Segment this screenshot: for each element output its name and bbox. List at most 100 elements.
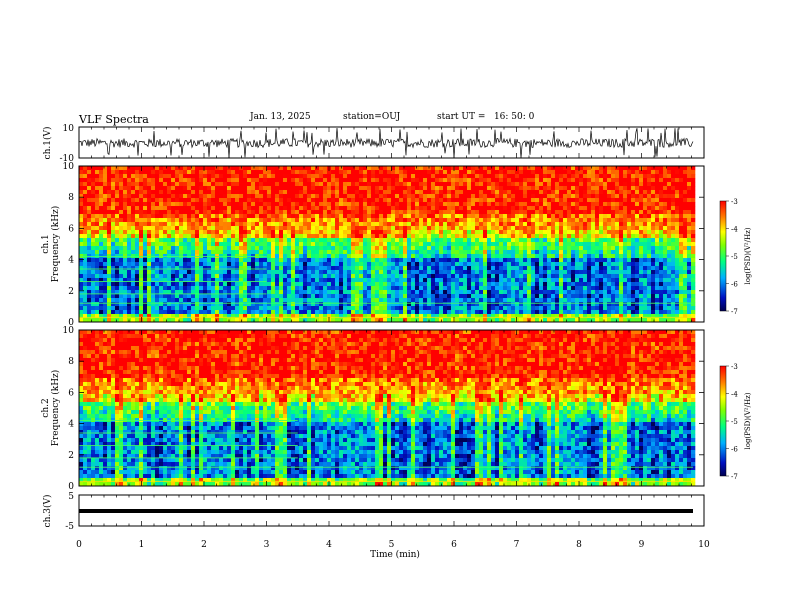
spectrogram-cell xyxy=(347,218,352,223)
spectrogram-cell xyxy=(515,234,520,239)
spectrogram-cell xyxy=(327,286,332,291)
spectrogram-cell xyxy=(539,214,544,219)
spectrogram-cell xyxy=(99,318,104,323)
spectrogram-cell xyxy=(351,266,356,271)
spectrogram-cell xyxy=(299,310,304,315)
spectrogram-cell xyxy=(543,218,548,223)
spectrogram-cell xyxy=(119,258,124,263)
spectrogram-cell xyxy=(367,302,372,307)
spectrogram-cell xyxy=(203,206,208,211)
spectrogram-cell xyxy=(103,310,108,315)
spectrogram-cell xyxy=(159,274,164,279)
spectrogram-cell xyxy=(427,258,432,263)
spectrogram-cell xyxy=(551,218,556,223)
spectrogram-cell xyxy=(235,250,240,255)
spectrogram-cell xyxy=(167,198,172,203)
spectrogram-cell xyxy=(343,246,348,251)
spectrogram-cell xyxy=(579,202,584,207)
spectrogram-cell xyxy=(287,222,292,227)
spectrogram-cell xyxy=(191,234,196,239)
spectrogram-cell xyxy=(347,170,352,175)
spectrogram-cell xyxy=(539,258,544,263)
spectrogram-cell xyxy=(255,290,260,295)
spectrogram-cell xyxy=(575,218,580,223)
spectrogram-cell xyxy=(403,246,408,251)
spectrogram-cell xyxy=(91,270,96,275)
spectrogram-cell xyxy=(159,186,164,191)
spectrogram-cell xyxy=(311,310,316,315)
spectrogram-cell xyxy=(251,238,256,243)
spectrogram-cell xyxy=(547,306,552,311)
spectrogram-cell xyxy=(99,234,104,239)
spectrogram-cell xyxy=(307,314,312,319)
spectrogram-cell xyxy=(455,174,460,179)
spectrogram-cell xyxy=(555,274,560,279)
spectrogram-cell xyxy=(507,258,512,263)
spectrogram-cell xyxy=(127,178,132,183)
spectrogram-cell xyxy=(203,226,208,231)
spectrogram-cell xyxy=(467,194,472,199)
spectrogram-cell xyxy=(87,218,92,223)
spectrogram-cell xyxy=(147,166,152,171)
spectrogram-cell xyxy=(427,250,432,255)
spectrogram-cell xyxy=(151,206,156,211)
spectrogram-cell xyxy=(99,238,104,243)
spectrogram-cell xyxy=(371,266,376,271)
spectrogram-cell xyxy=(251,286,256,291)
spectrogram-cell xyxy=(95,286,100,291)
spectrogram-cell xyxy=(363,302,368,307)
spectrogram-cell xyxy=(515,290,520,295)
spectrogram-cell xyxy=(119,182,124,187)
spectrogram-cell xyxy=(331,262,336,267)
spectrogram-cell xyxy=(487,314,492,319)
spectrogram-cell xyxy=(79,166,84,171)
spectrogram-cell xyxy=(543,294,548,299)
spectrogram-cell xyxy=(247,230,252,235)
spectrogram-cell xyxy=(215,182,220,187)
spectrogram-cell xyxy=(323,318,328,323)
spectrogram-cell xyxy=(415,282,420,287)
spectrogram-cell xyxy=(247,234,252,239)
spectrogram-cell xyxy=(327,194,332,199)
spectrogram-cell xyxy=(255,274,260,279)
spectrogram-cell xyxy=(187,226,192,231)
spectrogram-cell xyxy=(543,310,548,315)
spectrogram-cell xyxy=(207,230,212,235)
spectrogram-cell xyxy=(247,238,252,243)
spectrogram-cell xyxy=(235,290,240,295)
spectrogram-cell xyxy=(115,286,120,291)
spectrogram-cell xyxy=(495,210,500,215)
spectrogram-cell xyxy=(523,318,528,323)
spectrogram-cell xyxy=(87,286,92,291)
spectrogram-cell xyxy=(315,230,320,235)
spectrogram-cell xyxy=(559,254,564,259)
spectrogram-cell xyxy=(483,234,488,239)
spectrogram-cell xyxy=(407,210,412,215)
spectrogram-cell xyxy=(523,290,528,295)
spectrogram-cell xyxy=(315,274,320,279)
spectrogram-cell xyxy=(255,262,260,267)
spectrogram-cell xyxy=(475,298,480,303)
spectrogram-cell xyxy=(271,238,276,243)
spectrogram-cell xyxy=(555,186,560,191)
spectrogram-cell xyxy=(143,170,148,175)
spectrogram-cell xyxy=(207,226,212,231)
spectrogram-cell xyxy=(527,298,532,303)
spectrogram-cell xyxy=(319,290,324,295)
spectrogram-cell xyxy=(319,278,324,283)
spectrogram-cell xyxy=(375,174,380,179)
spectrogram-cell xyxy=(115,250,120,255)
spectrogram-cell xyxy=(179,246,184,251)
spectrogram-cell xyxy=(95,170,100,175)
spectrogram-cell xyxy=(199,238,204,243)
spectrogram-cell xyxy=(327,178,332,183)
spectrogram-cell xyxy=(187,178,192,183)
spectrogram-cell xyxy=(215,282,220,287)
spectrogram-cell xyxy=(419,186,424,191)
spectrogram-cell xyxy=(455,178,460,183)
spectrogram-cell xyxy=(455,290,460,295)
spectrogram-cell xyxy=(239,190,244,195)
spectrogram-cell xyxy=(83,226,88,231)
spectrogram-cell xyxy=(563,302,568,307)
spectrogram-cell xyxy=(423,250,428,255)
